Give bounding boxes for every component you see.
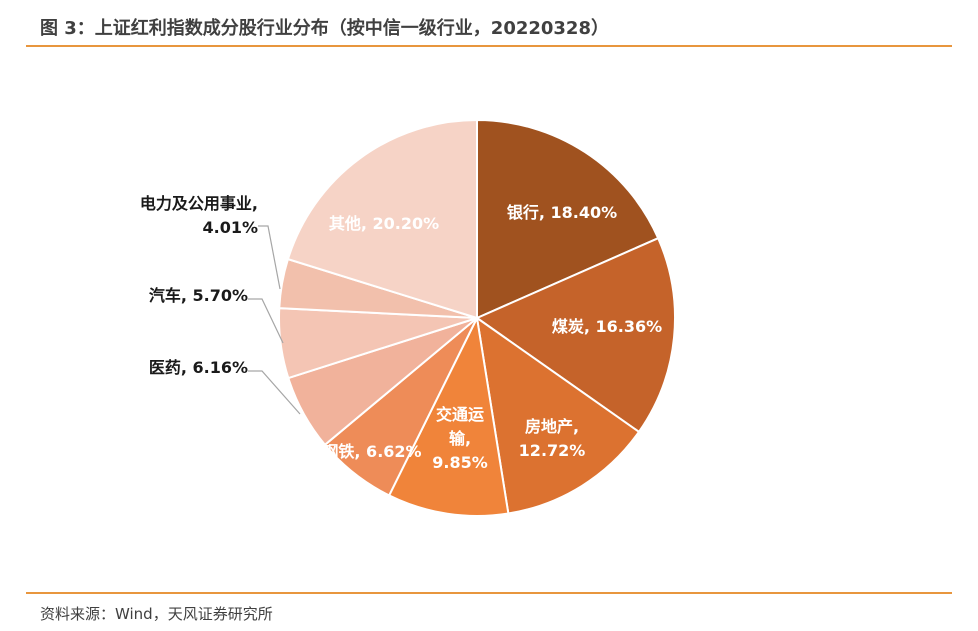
pie-slices	[278, 118, 676, 517]
slice-label-房地产: 房地产, 12.72%	[519, 417, 586, 460]
slice-label-交通运输: 交通运输, 9.85%	[432, 405, 488, 472]
leader-line-电力及公用事业	[258, 225, 281, 290]
slice-其他	[286, 118, 478, 320]
slice-label-电力及公用事业: 电力及公用事业, 4.01%	[140, 194, 258, 237]
slice-label-汽车: 汽车, 5.70%	[149, 286, 248, 305]
slice-银行	[476, 118, 660, 320]
leader-line-医药	[248, 370, 301, 415]
figure-title: 图 3：上证红利指数成分股行业分布（按中信一级行业，20220328）	[40, 18, 609, 39]
slice-房地产	[475, 315, 641, 515]
source-note: 资料来源：Wind，天风证券研究所	[40, 605, 273, 623]
leader-line-汽车	[248, 298, 284, 344]
slice-labels: 银行, 18.40% 煤炭, 16.36% 房地产, 12.72% 交通运输, 9.85%…	[140, 194, 662, 472]
leader-lines	[248, 225, 301, 415]
pie-chart: 银行, 18.40% 煤炭, 16.36% 房地产, 12.72% 交通运输, 9.85%…	[140, 118, 676, 517]
source-divider	[26, 592, 952, 594]
title-divider	[26, 45, 952, 47]
slice-label-其他: 其他, 20.20%	[329, 214, 439, 233]
slice-label-医药: 医药, 6.16%	[149, 358, 248, 377]
slice-交通运输	[387, 314, 510, 517]
slice-label-银行: 银行, 18.40%	[507, 203, 617, 222]
slice-煤炭	[474, 236, 676, 434]
slice-label-钢铁: 钢铁, 6.62%	[322, 442, 421, 461]
slice-label-煤炭: 煤炭, 16.36%	[552, 317, 662, 336]
